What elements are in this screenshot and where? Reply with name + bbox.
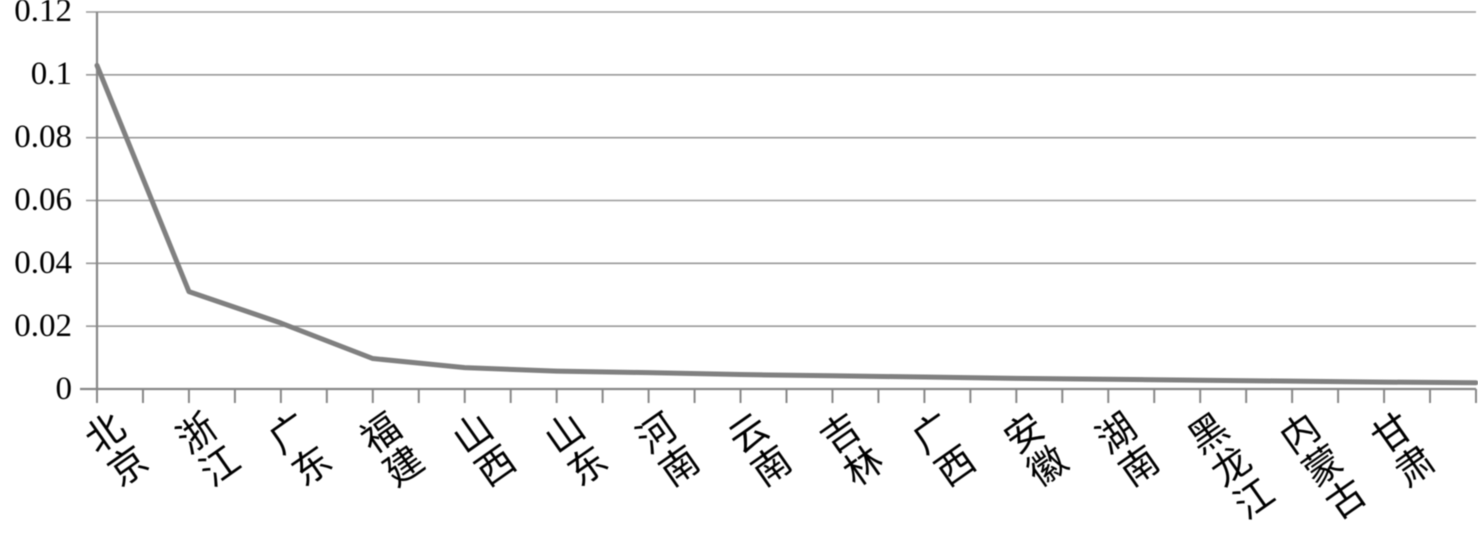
- svg-text:北京: 北京: [78, 406, 156, 495]
- svg-text:甘肃: 甘肃: [1365, 406, 1443, 495]
- svg-text:河南: 河南: [630, 406, 708, 495]
- svg-text:吉林: 吉林: [814, 406, 892, 495]
- svg-text:内蒙古: 内蒙古: [1273, 406, 1374, 528]
- svg-text:云南: 云南: [722, 406, 800, 495]
- svg-text:山东: 山东: [538, 406, 616, 495]
- svg-text:湖南: 湖南: [1089, 406, 1167, 495]
- svg-text:浙江: 浙江: [170, 406, 248, 495]
- svg-text:广东: 广东: [262, 406, 340, 495]
- svg-text:安徽: 安徽: [997, 406, 1075, 495]
- svg-text:山西: 山西: [446, 406, 524, 495]
- svg-text:福建: 福建: [354, 406, 432, 495]
- svg-text:黑龙江: 黑龙江: [1181, 406, 1282, 528]
- svg-text:广西: 广西: [905, 406, 983, 495]
